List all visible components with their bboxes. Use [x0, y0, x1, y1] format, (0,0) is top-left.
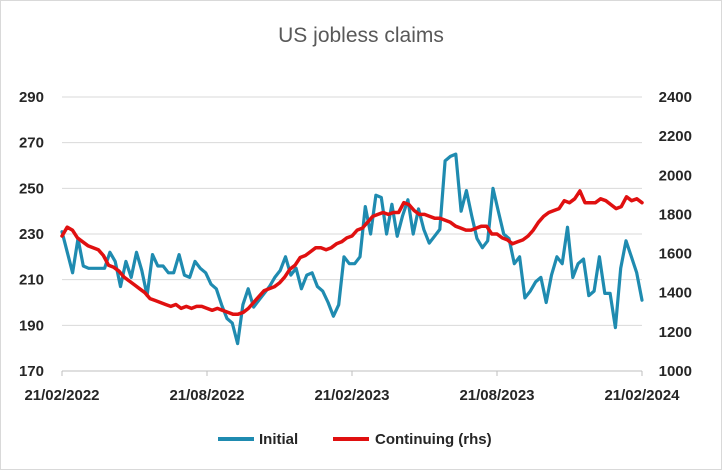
series-lines	[60, 152, 644, 346]
x-tick-label: 21/02/2024	[604, 387, 680, 404]
left-tick-label: 290	[19, 89, 44, 106]
chart-title: US jobless claims	[278, 24, 444, 47]
left-tick-label: 190	[19, 317, 44, 334]
right-tick-label: 2200	[659, 128, 692, 145]
right-tick-label: 1000	[659, 363, 692, 380]
right-tick-label: 1800	[659, 206, 692, 223]
legend-label-continuing: Continuing (rhs)	[375, 431, 492, 448]
left-tick-label: 230	[19, 226, 44, 243]
left-axis-ticks: 170 190 210 230 250 270 290	[19, 89, 44, 380]
left-tick-label: 170	[19, 363, 44, 380]
right-tick-label: 1600	[659, 246, 692, 263]
right-tick-label: 2000	[659, 167, 692, 184]
x-tick-label: 21/02/2022	[24, 387, 99, 404]
right-tick-label: 2400	[659, 89, 692, 106]
x-tick-label: 21/08/2022	[169, 387, 244, 404]
right-tick-label: 1400	[659, 285, 692, 302]
legend-label-initial: Initial	[259, 431, 298, 448]
left-tick-label: 210	[19, 272, 44, 289]
x-axis-ticks: 21/02/2022 21/08/2022 21/02/2023 21/08/2023…	[24, 371, 680, 404]
x-tick-label: 21/02/2023	[314, 387, 389, 404]
series-line-initial	[60, 152, 644, 346]
x-tick-label: 21/08/2023	[459, 387, 534, 404]
right-axis-ticks: 1000 1200 1400 1600 1800 2000 2200 2400	[659, 89, 692, 380]
series-line-continuing	[60, 189, 644, 316]
gridlines	[62, 96, 642, 326]
right-tick-label: 1200	[659, 324, 692, 341]
left-tick-label: 250	[19, 180, 44, 197]
legend: Initial Continuing (rhs)	[218, 431, 492, 448]
left-tick-label: 270	[19, 135, 44, 152]
